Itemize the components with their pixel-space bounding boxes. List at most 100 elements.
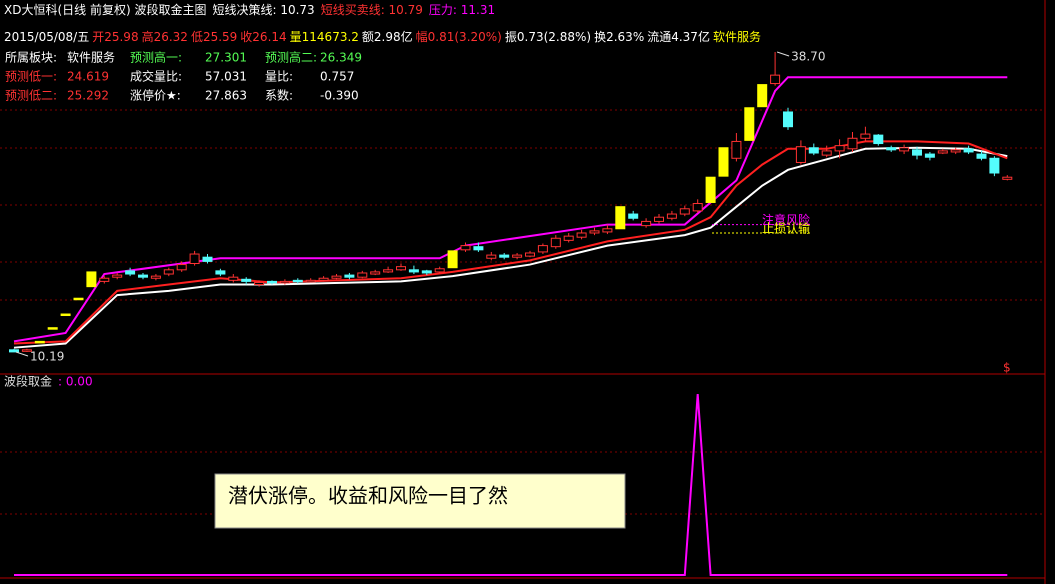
candle-body xyxy=(950,149,961,153)
candle-body xyxy=(215,270,226,275)
table-value: 24.619 xyxy=(67,70,109,84)
candle-body xyxy=(499,254,510,258)
candle-body xyxy=(279,280,290,284)
candle-body xyxy=(873,134,884,145)
candle-body xyxy=(692,203,703,212)
candle-body xyxy=(318,277,329,281)
indicator-line xyxy=(13,140,1008,345)
candle-body xyxy=(679,208,690,215)
candle-body xyxy=(267,280,277,284)
title-segment: 短线决策线: 10.73 xyxy=(212,3,314,17)
candle-body xyxy=(783,111,793,128)
candle-body xyxy=(447,250,458,269)
candle-body xyxy=(163,269,174,275)
table-label: 系数: xyxy=(265,88,293,103)
candle-body xyxy=(976,153,987,159)
info-segment: 开25.98 xyxy=(92,30,138,44)
candle-body xyxy=(21,349,32,352)
candle-body xyxy=(821,150,832,156)
candle-body xyxy=(512,254,523,258)
candle-body xyxy=(47,327,58,330)
table-value: 26.349 xyxy=(320,51,362,65)
candle-body xyxy=(73,297,84,301)
indicator-line xyxy=(14,393,1008,576)
candle-body xyxy=(138,274,148,278)
candle-body xyxy=(9,349,19,353)
candle-body xyxy=(331,275,342,279)
note-box xyxy=(214,473,626,529)
candle-body xyxy=(589,230,600,234)
table-value: 软件服务 xyxy=(67,50,115,65)
candle-body xyxy=(150,275,161,279)
candle-body xyxy=(202,256,213,262)
info-segment: 软件服务 xyxy=(713,29,761,44)
candle-body xyxy=(421,270,432,274)
candle-body xyxy=(241,278,252,282)
candle-body xyxy=(189,253,200,265)
table-label: 量比: xyxy=(265,70,293,84)
signal-mark: $ xyxy=(1003,361,1011,375)
candle-body xyxy=(473,246,484,251)
indicator-line xyxy=(13,146,1008,349)
candle-body xyxy=(666,213,677,219)
info-segment: 高26.32 xyxy=(142,29,188,44)
table-value: 25.292 xyxy=(67,89,109,103)
candle-body xyxy=(860,133,871,139)
candle-body xyxy=(899,147,910,152)
candle-body xyxy=(744,107,755,141)
candle-body xyxy=(525,252,535,257)
candle-body xyxy=(86,271,97,288)
candle-body xyxy=(34,340,45,344)
table-value: 27.301 xyxy=(205,51,247,65)
candle-body xyxy=(1002,176,1013,180)
candle-body xyxy=(924,153,935,158)
candle-body xyxy=(602,228,613,233)
annotation-label: 38.70 xyxy=(791,49,825,63)
info-segment: 量114673.2 xyxy=(290,30,359,44)
info-segment: 额2.98亿 xyxy=(362,29,413,44)
title-row: XD大恒科(日线 前复权) 波段取金主图 短线决策线: 10.73 短线买卖线: 1… xyxy=(4,2,495,17)
info-segment: 2015/05/08/五 xyxy=(4,30,89,44)
candle-body xyxy=(60,313,71,317)
panel-title: 波段取金 xyxy=(4,374,52,389)
candle-body xyxy=(912,149,922,156)
info-segment: 幅0.81(3.20%) xyxy=(416,29,502,44)
indicator-line xyxy=(13,76,1008,343)
candle-body xyxy=(176,264,187,271)
sub-chart: 波段取金 : 0.00 xyxy=(4,374,1008,576)
table-label: 预测低二: xyxy=(5,89,57,103)
table-label: 所属板块: xyxy=(5,51,57,65)
candle-body xyxy=(641,220,652,227)
candle-body xyxy=(125,270,136,275)
info-segment: 低25.59 xyxy=(191,30,237,44)
candle-body xyxy=(963,148,974,153)
panel-value: : 0.00 xyxy=(58,375,93,389)
info-segment: 流通4.37亿 xyxy=(647,29,710,44)
table-label: 预测低一: xyxy=(5,70,57,84)
candle-body xyxy=(112,274,123,278)
candle-body xyxy=(292,279,303,283)
candle-body xyxy=(408,269,419,273)
level-label: 止损认输 xyxy=(762,220,810,235)
table-label: 成交量比: xyxy=(130,69,182,84)
candle-body xyxy=(460,245,471,251)
annotation-label: 10.19 xyxy=(30,350,64,364)
candle-body xyxy=(305,279,316,283)
level-label: 注意风险 xyxy=(762,212,810,227)
candle-body xyxy=(886,147,897,151)
candle-body xyxy=(731,140,742,159)
candle-body xyxy=(434,268,445,273)
candle-body xyxy=(344,274,355,278)
info-segment: 换2.63% xyxy=(594,30,644,44)
title-segment: 短线买卖线: 10.79 xyxy=(321,3,423,17)
table-value: -0.390 xyxy=(320,89,359,103)
table-label: 预测高一: xyxy=(130,50,182,65)
candle-body xyxy=(563,235,574,241)
candle-body xyxy=(757,84,768,108)
candle-body xyxy=(615,206,626,230)
candle-body xyxy=(254,281,265,286)
candle-body xyxy=(486,254,497,259)
annotation-arrow xyxy=(15,351,29,357)
